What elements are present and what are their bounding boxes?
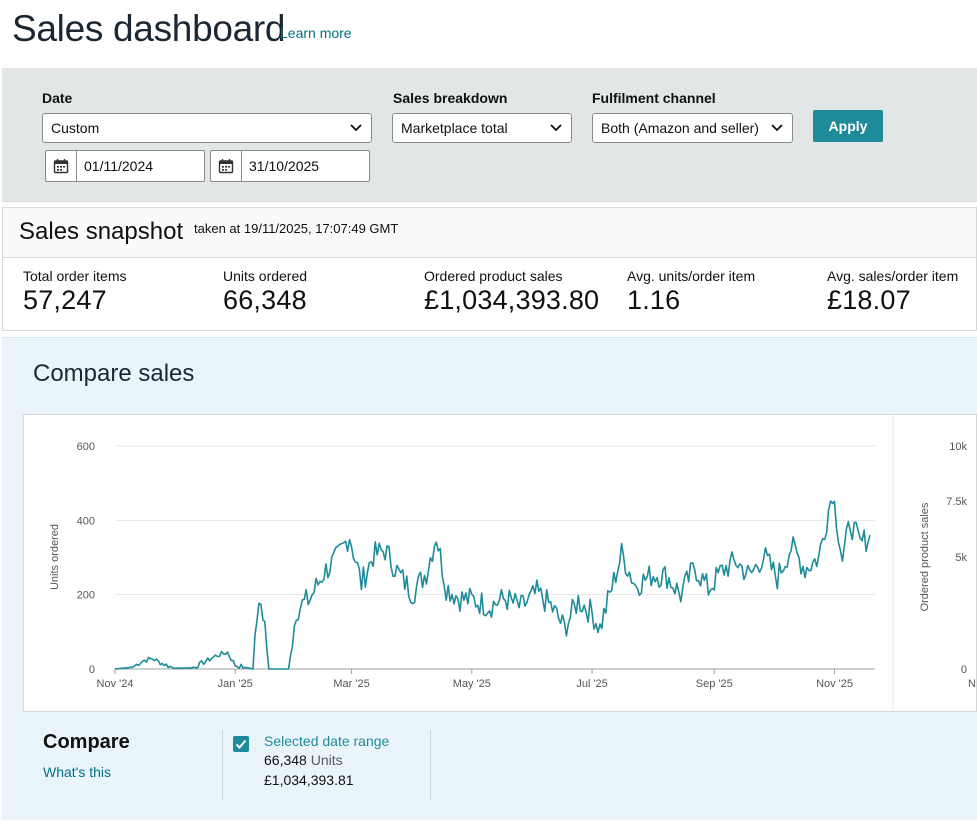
whats-this-link[interactable]: What's this	[43, 764, 112, 780]
units-value: 66,348	[264, 752, 307, 768]
chevron-down-icon	[549, 114, 563, 142]
metric-value: £18.07	[827, 285, 911, 315]
chevron-down-icon	[770, 114, 784, 142]
compare-sales-panel: Compare sales 600 400 200 0 Nov '24 Jan '25 M…	[2, 337, 977, 820]
metric-value: 1.16	[627, 285, 681, 315]
selected-range-checkbox[interactable]	[233, 736, 249, 752]
snapshot-timestamp: taken at 19/11/2025, 17:07:49 GMT	[194, 221, 399, 236]
chevron-down-icon	[349, 114, 363, 142]
metric-label: Total order items	[23, 268, 127, 284]
metric-value: £1,034,393.80	[424, 285, 600, 315]
y2-axis-label: Ordered product sales	[919, 502, 931, 611]
y-tick-label: 200	[77, 590, 95, 602]
metric-label: Ordered product sales	[424, 268, 563, 284]
metric-total-order-items: Total order items 57,247	[23, 268, 126, 316]
y2-tick-label: 7.5k	[946, 496, 967, 508]
filter-bar: Date Sales breakdown Fulfilment channel …	[2, 68, 977, 202]
date-range-value: Custom	[51, 120, 100, 136]
fulfilment-channel-value: Both (Amazon and seller)	[601, 120, 759, 136]
y-tick-label: 0	[89, 664, 95, 676]
metric-avg-sales: Avg. sales/order item £18.07	[827, 268, 958, 316]
calendar-icon[interactable]	[46, 151, 77, 181]
sales-breakdown-value: Marketplace total	[401, 120, 508, 136]
metric-label: Avg. units/order item	[627, 268, 756, 284]
start-date-value: 01/11/2024	[84, 158, 154, 174]
y2-tick-label: 10k	[949, 441, 967, 453]
units-chart: 600 400 200 0 Nov '24 Jan '25 Mar '25 May '25 J…	[23, 414, 977, 712]
x-tick-label: May '25	[453, 678, 491, 690]
sales-snapshot: Sales snapshot taken at 19/11/2025, 17:0…	[2, 207, 977, 331]
metric-label: Avg. sales/order item	[827, 268, 959, 284]
x-tick-label: Mar '25	[333, 678, 369, 690]
metric-value: 66,348	[223, 285, 307, 315]
x-tick-label: Nov '24	[97, 678, 134, 690]
x-tick-label: Nov '25	[816, 678, 853, 690]
date-range-select[interactable]: Custom	[42, 113, 372, 143]
start-date-input[interactable]: 01/11/2024	[45, 150, 205, 182]
metric-label: Units ordered	[223, 268, 308, 284]
calendar-icon[interactable]	[211, 151, 242, 181]
metric-ordered-product-sales: Ordered product sales £1,034,393.80	[424, 268, 599, 316]
page-title: Sales dashboard	[12, 8, 286, 49]
learn-more-link[interactable]: Learn more	[280, 25, 352, 41]
units-chart-svg: 600 400 200 0 Nov '24 Jan '25 Mar '25 May '25 J…	[49, 415, 976, 711]
x2-tick-label: N	[968, 678, 976, 690]
snapshot-title: Sales snapshot	[19, 218, 184, 245]
y2-tick-label: 5k	[955, 552, 967, 564]
units-word: Units	[310, 752, 343, 768]
metric-units-ordered: Units ordered 66,348	[223, 268, 307, 316]
fulfilment-channel-select[interactable]: Both (Amazon and seller)	[592, 113, 793, 143]
x-tick-label: Jul '25	[576, 678, 607, 690]
divider	[222, 730, 223, 800]
metric-value: 57,247	[23, 285, 107, 315]
x-tick-label: Jan '25	[218, 678, 253, 690]
x-tick-label: Sep '25	[696, 678, 733, 690]
end-date-input[interactable]: 31/10/2025	[210, 150, 370, 182]
divider	[430, 730, 431, 800]
compare-label: Compare	[43, 731, 130, 753]
selected-units: 66,348 Units	[264, 752, 343, 768]
units-series-line	[114, 500, 871, 670]
y-tick-label: 400	[77, 515, 95, 527]
sales-breakdown-label: Sales breakdown	[393, 90, 508, 106]
fulfilment-channel-label: Fulfilment channel	[592, 90, 716, 106]
compare-sales-title: Compare sales	[33, 360, 195, 387]
selected-range-label[interactable]: Selected date range	[264, 733, 390, 749]
metric-avg-units: Avg. units/order item 1.16	[627, 268, 755, 316]
checkmark-icon	[235, 739, 247, 749]
y-tick-label: 600	[77, 441, 95, 453]
y-axis-label: Units ordered	[49, 524, 61, 590]
apply-button[interactable]: Apply	[813, 110, 883, 142]
y2-tick-label: 0	[961, 664, 967, 676]
selected-sales: £1,034,393.81	[264, 772, 354, 788]
sales-breakdown-select[interactable]: Marketplace total	[392, 113, 572, 143]
end-date-value: 31/10/2025	[249, 158, 320, 174]
date-label: Date	[42, 90, 73, 106]
snapshot-header: Sales snapshot taken at 19/11/2025, 17:0…	[3, 208, 976, 258]
